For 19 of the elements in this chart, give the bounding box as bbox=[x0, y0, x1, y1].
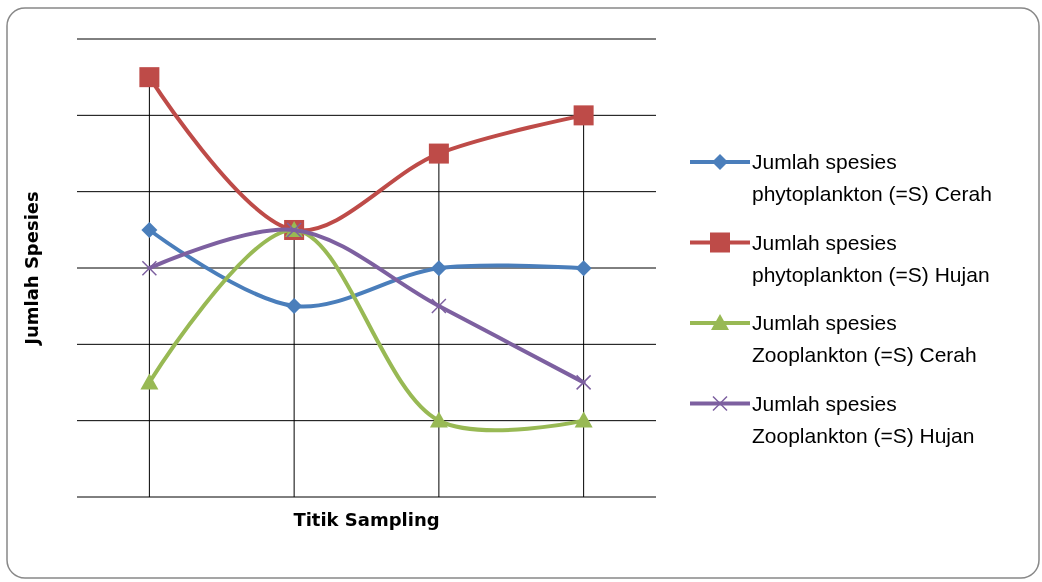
legend-label: Jumlah spesies phytoplankton (=S) Cerah bbox=[752, 150, 992, 205]
point bbox=[140, 373, 159, 390]
point bbox=[429, 411, 448, 428]
point bbox=[286, 297, 303, 314]
point bbox=[141, 221, 158, 238]
legend-label: Jumlah spesies Zooplankton (=S) Cerah bbox=[752, 311, 977, 366]
point bbox=[428, 143, 449, 164]
point bbox=[574, 411, 593, 428]
legend-label: Jumlah spesies Zooplankton (=S) Hujan bbox=[752, 391, 975, 447]
y-axis-title: Jumlah Spesies bbox=[21, 191, 42, 347]
point bbox=[431, 298, 447, 314]
point bbox=[139, 67, 160, 88]
point bbox=[430, 260, 447, 277]
x-axis-title: Titik Sampling bbox=[293, 509, 440, 530]
point bbox=[573, 105, 594, 126]
point bbox=[141, 260, 158, 276]
point bbox=[575, 374, 592, 391]
point bbox=[575, 260, 592, 277]
legend-label: Jumlah spesies phytoplankton (=S) Hujan bbox=[752, 230, 990, 286]
